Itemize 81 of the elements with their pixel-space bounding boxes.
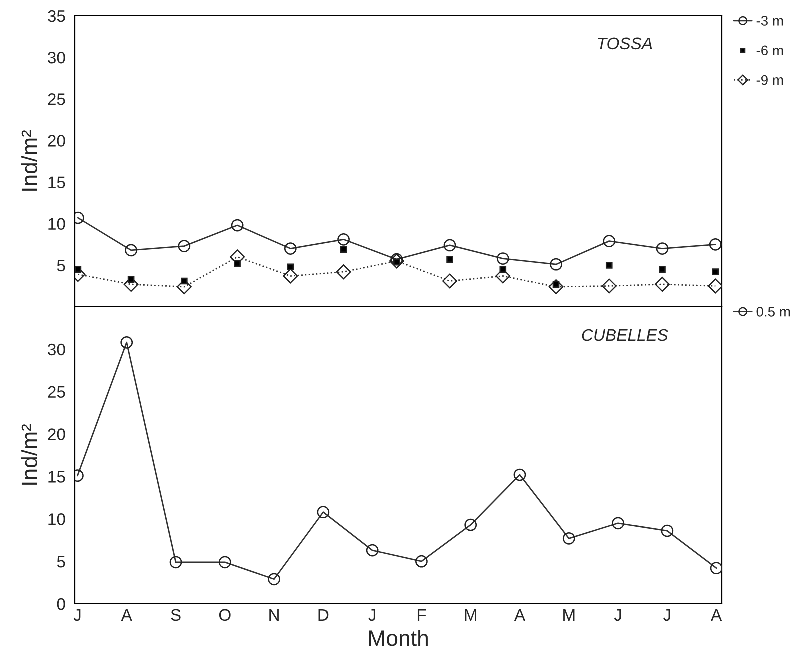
x-tick-label: M [465, 609, 476, 621]
point [128, 276, 135, 283]
point [603, 235, 616, 248]
x-axis-title: Month [369, 630, 428, 646]
point [268, 573, 280, 586]
y-tick-label: 20 [48, 135, 66, 147]
y-tick-label: 25 [48, 94, 66, 106]
point [284, 242, 297, 255]
point [602, 278, 617, 294]
point [287, 264, 294, 270]
point [710, 562, 722, 575]
point [389, 254, 404, 269]
point [606, 262, 613, 269]
point [120, 336, 134, 349]
point [550, 258, 562, 271]
point [75, 266, 82, 273]
point [612, 517, 624, 530]
point [218, 556, 232, 569]
point [655, 277, 670, 292]
x-tick-label: J [614, 609, 622, 622]
y-tick-label: 35 [48, 10, 66, 22]
y-tick-label: 5 [57, 556, 66, 568]
point [317, 506, 330, 519]
legend-label: -6 m [756, 46, 784, 56]
annotation: TOSSA [598, 38, 652, 50]
point [709, 238, 722, 251]
legend-label: -9 m [756, 75, 784, 86]
point [231, 219, 244, 232]
x-tick-label: S [171, 609, 181, 622]
x-tick-label: D [318, 609, 329, 621]
y-tick-label: 5 [57, 260, 66, 272]
y-tick-label: 10 [48, 218, 66, 230]
point [712, 268, 720, 276]
point [178, 240, 191, 252]
y-tick-label: 0 [57, 598, 66, 610]
y-axis-title: Ind/m² [21, 424, 38, 485]
point [416, 555, 428, 568]
point [500, 266, 507, 273]
point [336, 264, 352, 280]
x-tick-label: J [74, 609, 81, 622]
point [514, 468, 526, 482]
y-tick-label: 15 [48, 471, 66, 483]
point [340, 246, 348, 254]
x-tick-label: M [564, 609, 575, 621]
point [659, 266, 666, 273]
x-tick-label: J [664, 609, 670, 622]
x-tick-label: N [270, 609, 279, 621]
point [444, 239, 456, 252]
x-tick-label: A [514, 609, 526, 621]
y-axis-title: Ind/m² [21, 130, 38, 191]
point [548, 280, 564, 295]
point [496, 252, 510, 265]
x-tick-label: J [368, 609, 376, 622]
point [390, 253, 404, 266]
point [661, 524, 674, 538]
legend-label: 0.5 m [756, 306, 790, 317]
y-tick-label: 30 [48, 52, 66, 64]
point [234, 260, 241, 268]
y-tick-label: 30 [48, 344, 66, 356]
point [446, 256, 454, 264]
point [708, 278, 722, 294]
point [366, 544, 379, 557]
y-tick-label: 10 [48, 514, 66, 526]
x-tick-label: F [418, 609, 426, 621]
point [283, 268, 298, 284]
point [464, 518, 478, 532]
point [656, 242, 669, 255]
point [442, 274, 458, 289]
y-tick-label: 20 [48, 428, 66, 440]
point [181, 278, 188, 285]
x-tick-label: O [219, 609, 231, 622]
annotation: CUBELLES [582, 329, 668, 342]
point [170, 556, 182, 569]
legend-label: -3 m [756, 16, 784, 26]
x-tick-label: A [121, 609, 132, 621]
point [338, 233, 350, 246]
point [125, 244, 138, 257]
point [562, 532, 576, 545]
y-tick-label: 25 [48, 386, 66, 398]
y-tick-label: 15 [48, 176, 66, 188]
x-tick-label: A [711, 609, 722, 621]
